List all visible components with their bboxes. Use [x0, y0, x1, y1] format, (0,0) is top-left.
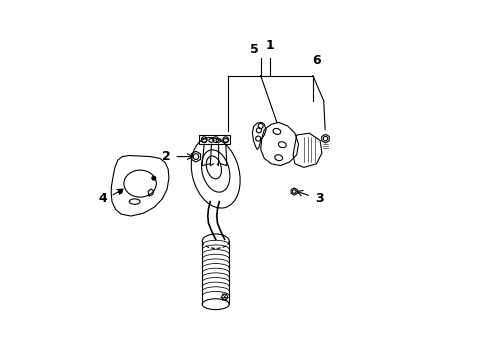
Text: 6: 6: [311, 54, 320, 67]
Text: 5: 5: [249, 43, 258, 56]
Text: 3: 3: [314, 192, 323, 204]
Circle shape: [152, 176, 155, 180]
Text: 2: 2: [162, 150, 170, 163]
Circle shape: [118, 190, 122, 193]
Text: 1: 1: [265, 39, 274, 52]
Text: 4: 4: [98, 192, 107, 204]
